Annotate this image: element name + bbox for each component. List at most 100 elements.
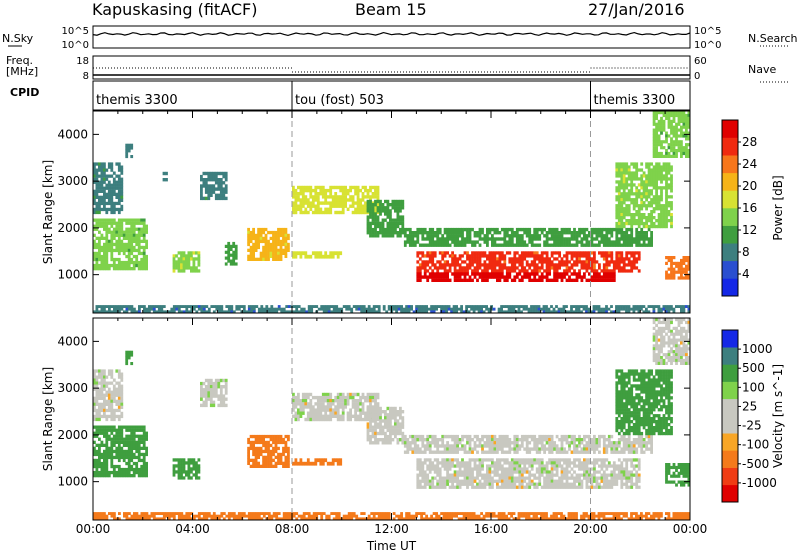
- rti-cell: [329, 251, 333, 256]
- rti-cell: [110, 440, 114, 444]
- rti-cell: [115, 449, 119, 454]
- rti-cell: [490, 307, 493, 311]
- rti-cell: [555, 450, 559, 454]
- rti-cell: [227, 256, 231, 260]
- rti-cell: [483, 237, 487, 241]
- rti-cell: [505, 269, 509, 273]
- rti-cell: [310, 305, 314, 308]
- rti-cell: [115, 239, 119, 243]
- rti-cell: [103, 467, 106, 472]
- rti-cell: [137, 425, 141, 429]
- rti-cell: [563, 243, 566, 247]
- rti-cell: [314, 414, 318, 418]
- rti-cell: [272, 440, 275, 445]
- rti-cell: [95, 242, 99, 247]
- rti-cell: [137, 218, 141, 222]
- rti-cell: [602, 272, 606, 276]
- rti-cell: [279, 245, 283, 250]
- rti-cell: [522, 307, 526, 311]
- rti-cell: [498, 275, 502, 279]
- rti-cell: [316, 399, 320, 403]
- rti-cell: [421, 260, 425, 264]
- rti-cell: [125, 362, 129, 366]
- rti-cell: [112, 189, 116, 193]
- rti-cell: [117, 446, 121, 450]
- rti-cell: [660, 307, 663, 311]
- rti-cell: [503, 441, 507, 445]
- rti-cell: [122, 437, 126, 441]
- rti-cell: [130, 307, 134, 311]
- rti-cell: [602, 254, 606, 258]
- rti-cell: [600, 278, 604, 282]
- rti-cell: [93, 375, 96, 379]
- rti-cell: [585, 243, 589, 247]
- rti-cell: [100, 452, 104, 457]
- rti-cell: [595, 234, 599, 238]
- rti-cell: [496, 243, 499, 247]
- rti-cell: [172, 263, 176, 267]
- rti-cell: [249, 245, 253, 250]
- rti-cell: [513, 234, 517, 238]
- rti-cell: [130, 233, 134, 237]
- rti-cell: [670, 146, 673, 150]
- rti-cell: [453, 257, 457, 261]
- rti-cell: [252, 233, 255, 238]
- rti-cell: [105, 425, 109, 429]
- rti-cell: [112, 180, 116, 184]
- rti-cell: [563, 260, 566, 264]
- rti-cell: [598, 240, 601, 244]
- rti-cell: [422, 307, 426, 311]
- rti-cell: [297, 417, 300, 422]
- rti-cell: [175, 307, 179, 311]
- rti-cell: [187, 467, 191, 471]
- rti-cell: [209, 397, 213, 401]
- rti-cell: [301, 195, 305, 199]
- rti-cell: [687, 305, 691, 308]
- rti-cell: [670, 305, 673, 308]
- rti-cell: [299, 192, 303, 196]
- rti-cell: [665, 171, 668, 175]
- rti-cell: [277, 227, 280, 232]
- rti-cell: [496, 269, 499, 273]
- rti-cell: [103, 310, 106, 314]
- rti-cell: [525, 438, 529, 442]
- rti-cell: [209, 400, 213, 404]
- rti-cell: [655, 195, 658, 199]
- rti-cell: [627, 207, 631, 211]
- rti-cell: [299, 188, 303, 193]
- rti-cell: [418, 243, 422, 247]
- rti-cell: [411, 441, 415, 445]
- rti-cell: [110, 369, 114, 373]
- rti-cell: [558, 237, 561, 241]
- rti-cell: [461, 227, 464, 232]
- rti-cell: [625, 227, 629, 232]
- rti-cell: [389, 431, 392, 436]
- rti-cell: [456, 234, 459, 238]
- rti-cell: [120, 195, 124, 199]
- rti-cell: [687, 310, 691, 314]
- rti-cell: [107, 183, 111, 187]
- rti-cell: [264, 449, 268, 454]
- rti-cell: [112, 434, 116, 438]
- rti-cell: [140, 440, 144, 444]
- rti-cell: [172, 266, 176, 270]
- rti-cell: [247, 310, 251, 314]
- rti-cell: [135, 227, 139, 231]
- rti-cell: [399, 422, 402, 426]
- rti-cell: [505, 234, 509, 238]
- rti-cell: [680, 111, 683, 115]
- rti-cell: [570, 263, 574, 267]
- rti-cell: [456, 441, 459, 445]
- rti-cell: [513, 447, 517, 451]
- rti-cell: [573, 269, 576, 273]
- rti-cell: [498, 260, 502, 264]
- rti-cell: [453, 275, 457, 279]
- rti-cell: [555, 237, 559, 241]
- rti-cell: [339, 210, 343, 215]
- rti-cell: [478, 227, 482, 232]
- rti-cell: [364, 195, 367, 199]
- rti-cell: [515, 305, 518, 308]
- rti-cell: [214, 181, 218, 185]
- rti-cell: [433, 240, 437, 244]
- rti-cell: [456, 269, 459, 273]
